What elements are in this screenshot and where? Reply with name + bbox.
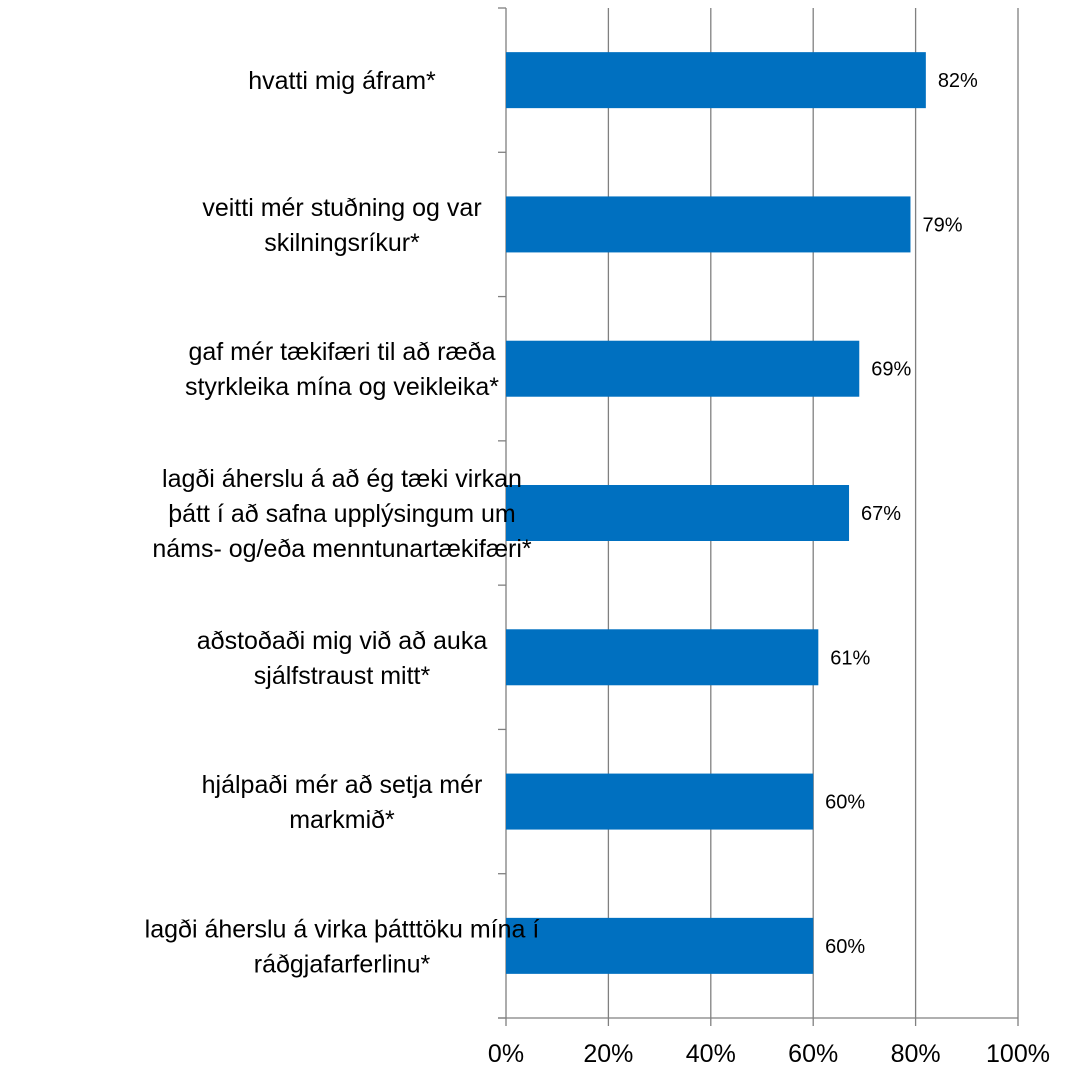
data-label: 61%: [830, 647, 870, 669]
category-label: veitti mér stuðning og var: [202, 194, 481, 222]
data-label: 60%: [825, 936, 865, 958]
bar: [506, 52, 926, 109]
category-label: skilningsríkur*: [264, 229, 420, 257]
category-label: þátt í að safna upplýsingum um: [168, 500, 515, 528]
category-label: hjálpaði mér að setja mér: [202, 771, 483, 799]
data-label: 60%: [825, 792, 865, 814]
category-label: styrkleika mína og veikleika*: [185, 373, 499, 401]
category-label: náms- og/eða menntunartækifæri*: [152, 535, 532, 563]
category-label: aðstoðaði mig við að auka: [197, 627, 488, 655]
bar: [506, 196, 911, 253]
category-label: hvatti mig áfram*: [248, 67, 436, 95]
x-tick-label: 80%: [891, 1040, 941, 1068]
category-label: ráðgjafarferlinu*: [254, 950, 431, 978]
x-tick-label: 100%: [986, 1040, 1050, 1068]
bar: [506, 340, 860, 397]
x-tick-label: 20%: [583, 1040, 633, 1068]
data-label: 82%: [938, 70, 978, 92]
x-tick-label: 0%: [488, 1040, 524, 1068]
bar: [506, 485, 850, 541]
category-label: lagði áherslu á virka þátttöku mína í: [145, 915, 540, 943]
x-tick-label: 60%: [788, 1040, 838, 1068]
bar: [506, 917, 814, 974]
category-label: lagði áherslu á að ég tæki virkan: [162, 465, 522, 493]
category-label: gaf mér tækifæri til að ræða: [188, 338, 495, 366]
bar: [506, 629, 819, 686]
category-label: markmið*: [289, 806, 395, 834]
bar: [506, 773, 814, 830]
category-label: sjálfstraust mitt*: [254, 662, 431, 690]
data-label: 67%: [861, 503, 901, 525]
data-label: 69%: [871, 359, 911, 381]
data-label: 79%: [922, 214, 962, 236]
x-tick-label: 40%: [686, 1040, 736, 1068]
